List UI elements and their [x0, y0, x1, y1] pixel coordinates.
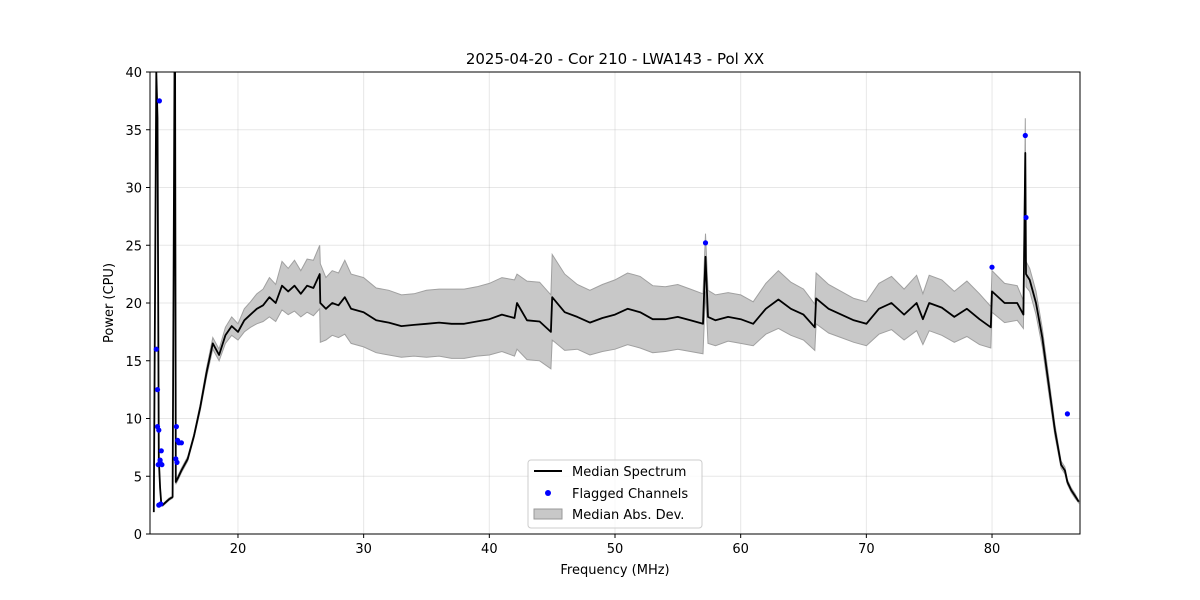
x-tick-label: 60: [732, 542, 749, 557]
legend: Median Spectrum Flagged Channels Median …: [527, 459, 703, 529]
flagged-channel-point: [702, 240, 709, 246]
flagged-channel-point: [156, 98, 162, 104]
flagged-channel-point: [173, 424, 179, 430]
x-axis: 20 30 40 50 60 70 80: [230, 534, 1001, 557]
x-tick-label: 30: [355, 542, 372, 557]
flagged-channel-point: [178, 440, 184, 446]
flagged-channel-point: [153, 346, 159, 352]
flagged-channel-point: [989, 264, 995, 270]
flagged-channel-point: [156, 502, 162, 508]
legend-label-flagged-channels: Flagged Channels: [572, 487, 688, 502]
y-tick-label: 0: [134, 528, 142, 543]
flagged-channel-point: [154, 387, 161, 393]
flagged-channel-point: [1023, 214, 1029, 221]
y-tick-label: 40: [125, 66, 142, 81]
chart-title: 2025-04-20 - Cor 210 - LWA143 - Pol XX: [466, 50, 764, 68]
x-tick-label: 50: [607, 542, 624, 557]
x-tick-label: 40: [481, 542, 498, 557]
y-tick-label: 20: [125, 297, 142, 312]
x-tick-label: 20: [230, 542, 247, 557]
x-axis-label: Frequency (MHz): [560, 563, 669, 578]
y-tick-label: 25: [125, 239, 142, 254]
plot-area: [152, 72, 1080, 513]
y-tick-label: 30: [125, 182, 142, 197]
flagged-channel-point: [1064, 411, 1070, 417]
y-axis: 0 5 10 15 20 25 30 35 40: [125, 66, 150, 543]
flagged-channel-point: [174, 459, 180, 465]
y-tick-label: 15: [125, 355, 142, 370]
flagged-channel-point: [157, 457, 163, 463]
x-tick-label: 70: [858, 542, 875, 557]
legend-swatch-median-abs-dev: [533, 508, 563, 520]
flagged-channel-point: [155, 462, 161, 468]
median-spectrum-line: [152, 72, 1080, 513]
legend-box: [527, 459, 703, 529]
legend-label-median-abs-dev: Median Abs. Dev.: [572, 508, 684, 523]
y-tick-label: 5: [134, 470, 142, 485]
y-tick-label: 35: [125, 124, 142, 139]
flagged-channel-point: [156, 427, 162, 433]
x-tick-label: 80: [984, 542, 1001, 557]
y-axis-label: Power (CPU): [102, 263, 117, 343]
y-tick-label: 10: [125, 413, 142, 428]
flagged-channel-point: [1022, 132, 1028, 139]
flagged-channel-point: [159, 462, 165, 468]
flagged-channel-point: [158, 448, 164, 454]
legend-swatch-flagged-channels: [545, 490, 551, 496]
legend-label-median-spectrum: Median Spectrum: [572, 465, 686, 480]
